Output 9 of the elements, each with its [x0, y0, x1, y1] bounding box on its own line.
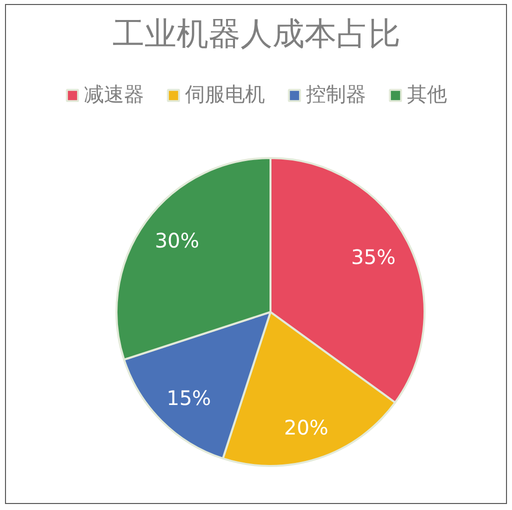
legend-label: 其他 [407, 81, 447, 108]
legend-label: 减速器 [84, 81, 144, 108]
data-label: 20% [284, 416, 328, 440]
data-label: 35% [351, 244, 396, 269]
legend-label: 伺服电机 [185, 81, 265, 108]
data-label: 30% [154, 228, 200, 253]
chart-title: 工业机器人成本占比 [112, 14, 400, 52]
data-label: 15% [166, 386, 212, 410]
legend-label: 控制器 [306, 81, 366, 108]
